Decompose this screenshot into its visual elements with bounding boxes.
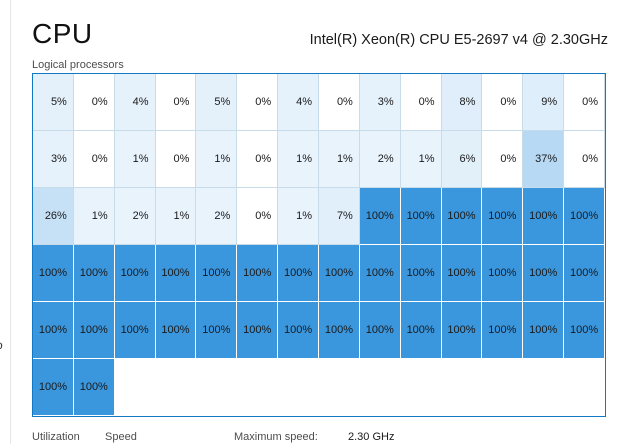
utilization-label: Utilization (32, 431, 80, 443)
cpu-core-cell: 100% (237, 302, 279, 359)
logical-processors-grid: 5% 0% 4% 0% 5% 0% 4% 0% 3% 0% 8% 0% 9% 0% 3% 0% 1% 0% 1% 0%… (32, 73, 606, 417)
cpu-core-cell: 100% (482, 302, 524, 359)
empty-grid-area (360, 359, 401, 416)
logical-processors-label: Logical processors (32, 59, 124, 71)
cpu-core-cell: 100% (33, 245, 74, 302)
empty-grid-area (237, 359, 278, 416)
empty-grid-area (523, 359, 564, 416)
cpu-core-cell: 5% (33, 74, 74, 131)
cpu-core-cell: 37% (523, 131, 565, 188)
cpu-core-cell: 100% (564, 245, 605, 302)
cpu-core-cell: 100% (196, 245, 238, 302)
cpu-core-cell: 0% (319, 74, 360, 131)
empty-grid-area (115, 359, 156, 416)
cpu-core-cell: 1% (196, 131, 238, 188)
cpu-core-cell: 100% (359, 188, 401, 245)
cpu-core-cell: 100% (278, 245, 319, 302)
cpu-core-cell: 3% (359, 74, 401, 131)
cpu-core-cell: 1% (73, 188, 115, 245)
cpu-core-cell: 0% (73, 74, 115, 131)
max-speed-value: 2.30 GHz (348, 431, 395, 443)
cpu-core-cell: 1% (114, 131, 156, 188)
cpu-core-cell: 100% (400, 302, 442, 359)
cpu-core-cell: 100% (196, 302, 238, 359)
cpu-core-cell: 100% (33, 359, 74, 416)
cpu-core-cell: 4% (114, 74, 156, 131)
cpu-core-cell: 100% (523, 302, 565, 359)
cpu-core-cell: 100% (278, 302, 319, 359)
cpu-core-cell: 100% (237, 245, 279, 302)
cpu-core-cell: 100% (114, 302, 156, 359)
sidebar-edge-glyph: o (0, 338, 3, 352)
cpu-core-cell: 4% (278, 74, 319, 131)
empty-grid-area (401, 359, 442, 416)
cpu-core-cell: 0% (400, 74, 442, 131)
empty-grid-area (564, 359, 605, 416)
cpu-core-cell: 1% (319, 131, 360, 188)
cpu-core-cell: 2% (359, 131, 401, 188)
cpu-core-cell: 100% (482, 188, 524, 245)
cpu-core-cell: 100% (155, 302, 197, 359)
cpu-core-cell: 6% (441, 131, 483, 188)
cpu-core-cell: 26% (33, 188, 74, 245)
cpu-core-cell: 0% (564, 74, 605, 131)
cpu-core-cell: 0% (155, 74, 197, 131)
cpu-core-cell: 0% (155, 131, 197, 188)
max-speed-label: Maximum speed: (234, 431, 318, 443)
cpu-core-cell: 100% (400, 245, 442, 302)
cpu-core-cell: 100% (73, 245, 115, 302)
cpu-core-cell: 100% (359, 302, 401, 359)
cpu-core-cell: 0% (564, 131, 605, 188)
cpu-core-cell: 5% (196, 74, 238, 131)
empty-grid-area (319, 359, 360, 416)
cpu-core-cell: 2% (114, 188, 156, 245)
cpu-core-cell: 100% (441, 302, 483, 359)
left-sidebar-edge: o (0, 0, 11, 444)
empty-grid-area (278, 359, 319, 416)
cpu-core-cell: 1% (278, 188, 319, 245)
cpu-core-cell: 9% (523, 74, 565, 131)
page-title: CPU (32, 18, 93, 49)
cpu-core-cell: 0% (482, 131, 524, 188)
cpu-model-name: Intel(R) Xeon(R) CPU E5-2697 v4 @ 2.30GH… (309, 32, 608, 48)
cpu-core-cell: 0% (237, 74, 279, 131)
speed-label: Speed (105, 431, 137, 443)
empty-grid-area (196, 359, 237, 416)
cpu-core-cell: 100% (400, 188, 442, 245)
empty-grid-area (442, 359, 483, 416)
cpu-core-cell: 0% (73, 131, 115, 188)
cpu-core-cell: 8% (441, 74, 483, 131)
cpu-core-cell: 3% (33, 131, 74, 188)
cpu-core-cell: 100% (114, 245, 156, 302)
cpu-core-cell: 0% (237, 131, 279, 188)
cpu-core-cell: 100% (441, 188, 483, 245)
cpu-core-cell: 100% (564, 302, 605, 359)
cpu-core-cell: 0% (482, 74, 524, 131)
cpu-core-cell: 100% (523, 188, 565, 245)
cpu-core-cell: 100% (564, 188, 605, 245)
cpu-core-cell: 7% (319, 188, 360, 245)
cpu-core-cell: 1% (155, 188, 197, 245)
cpu-core-cell: 0% (237, 188, 279, 245)
cpu-core-cell: 100% (319, 302, 360, 359)
empty-grid-area (156, 359, 197, 416)
empty-grid-area (482, 359, 523, 416)
cpu-core-cell: 2% (196, 188, 238, 245)
cpu-core-cell: 1% (278, 131, 319, 188)
cpu-core-cell: 1% (400, 131, 442, 188)
cpu-core-cell: 100% (33, 302, 74, 359)
cpu-core-cell: 100% (482, 245, 524, 302)
cpu-core-cell: 100% (73, 302, 115, 359)
cpu-core-cell: 100% (359, 245, 401, 302)
cpu-core-cell: 100% (441, 245, 483, 302)
cpu-core-cell: 100% (523, 245, 565, 302)
cpu-core-cell: 100% (319, 245, 360, 302)
cpu-core-cell: 100% (155, 245, 197, 302)
cpu-core-cell: 100% (73, 359, 115, 416)
